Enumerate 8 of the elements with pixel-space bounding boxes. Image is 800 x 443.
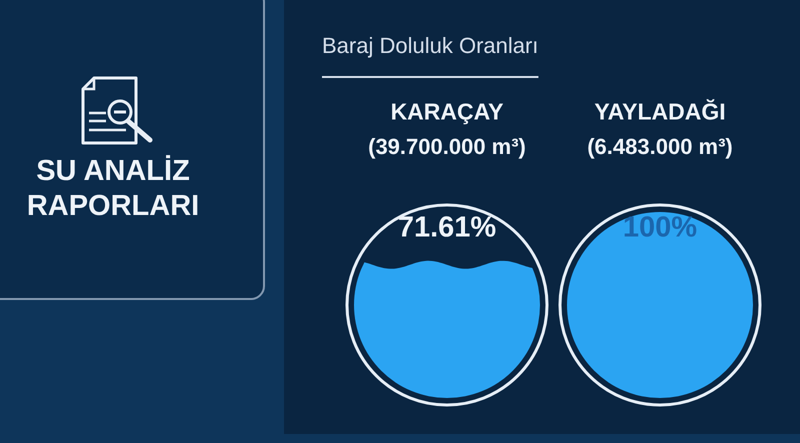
data-label: 71.61% [398,212,496,244]
category-label: YAYLADAĞI [594,98,726,124]
text: SU ANALİZ RAPORLARI [26,155,200,222]
text: (39.700.000 m³) [368,134,526,160]
category-label: KARAÇAY [390,98,504,124]
data-label: 100% [622,212,698,244]
text: (6.483.000 m³) [587,134,733,160]
text: Baraj Doluluk Oranları [322,33,538,58]
